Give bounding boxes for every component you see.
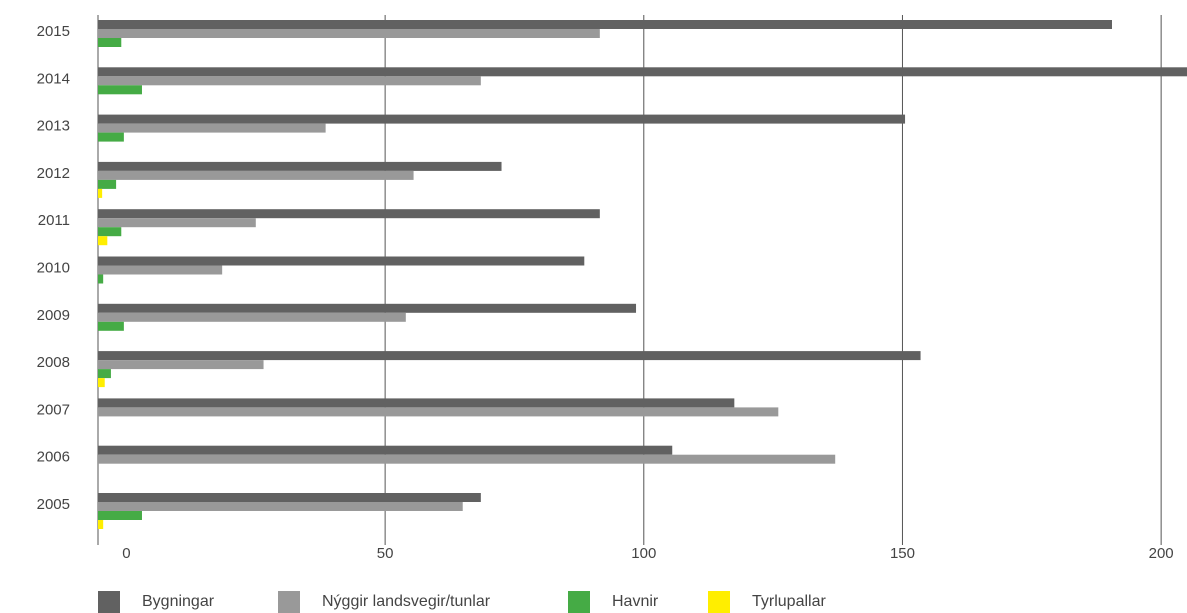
chart: 2015 2014 2013 2012 2011 2010 2009 2008 2007 2006…	[37, 15, 1187, 562]
x-tick-label: 50	[377, 545, 394, 562]
legend-item: Nýggir landsvegir/tunlar	[278, 590, 490, 613]
x-axis-tick-labels: 0 50 100 150 200	[122, 545, 1173, 562]
y-tick-label: 2008	[37, 354, 70, 371]
y-tick-label: 2010	[37, 260, 70, 277]
bar-n-ggir-landsvegir-tunlar-2012	[98, 170, 414, 180]
x-tick-label: 0	[122, 545, 130, 562]
y-tick-label: 2014	[37, 70, 70, 87]
bar-havnir-2005	[98, 511, 142, 520]
legend-label: Tyrlupallar	[752, 593, 826, 610]
bar-havnir-2015	[98, 38, 122, 47]
legend-label: Bygningar	[142, 593, 215, 610]
legend-swatch	[568, 590, 590, 613]
bar-n-ggir-landsvegir-tunlar-2015	[98, 29, 600, 38]
y-tick-label: 2007	[37, 401, 70, 418]
bar-n-ggir-landsvegir-tunlar-2008	[98, 360, 264, 370]
bar-havnir-2008	[98, 369, 111, 379]
legend-swatch	[708, 590, 730, 613]
y-tick-label: 2011	[38, 212, 70, 229]
bars	[98, 20, 1187, 529]
bar-bygningar-2011	[98, 209, 600, 219]
x-tick-label: 200	[1149, 545, 1174, 562]
bar-tyrlupallar-2012	[98, 188, 103, 198]
bar-n-ggir-landsvegir-tunlar-2011	[98, 218, 256, 228]
legend-label: Nýggir landsvegir/tunlar	[322, 593, 491, 610]
legend: Bygningar Nýggir landsvegir/tunlar Havnir T…	[0, 590, 1187, 613]
bar-n-ggir-landsvegir-tunlar-2010	[98, 265, 223, 275]
legend-swatch	[278, 590, 300, 613]
bar-havnir-2009	[98, 321, 124, 331]
bar-havnir-2010	[98, 274, 104, 284]
bar-n-ggir-landsvegir-tunlar-2007	[98, 407, 779, 417]
bar-n-ggir-landsvegir-tunlar-2009	[98, 312, 406, 322]
bar-bygningar-2013	[98, 114, 906, 124]
bar-n-ggir-landsvegir-tunlar-2006	[98, 454, 836, 464]
y-tick-label: 2005	[37, 496, 70, 513]
bar-bygningar-2015	[98, 20, 1112, 29]
bar-bygningar-2007	[98, 398, 735, 408]
bar-bygningar-2005	[98, 493, 481, 502]
legend-label: Havnir	[612, 593, 659, 610]
bar-bygningar-2009	[98, 303, 637, 313]
x-tick-label: 150	[890, 545, 915, 562]
y-tick-label: 2013	[37, 118, 70, 135]
bar-tyrlupallar-2005	[98, 520, 104, 529]
x-tick-label: 100	[631, 545, 656, 562]
bar-n-ggir-landsvegir-tunlar-2013	[98, 123, 326, 133]
bar-bygningar-2014	[98, 67, 1187, 77]
y-tick-label: 2006	[37, 449, 70, 466]
bar-tyrlupallar-2011	[98, 236, 108, 246]
bar-n-ggir-landsvegir-tunlar-2014	[98, 76, 481, 86]
bar-n-ggir-landsvegir-tunlar-2005	[98, 502, 463, 511]
gridlines	[97, 15, 1162, 545]
y-tick-label: 2009	[37, 307, 70, 324]
y-tick-label: 2015	[37, 23, 70, 40]
bar-havnir-2014	[98, 85, 142, 95]
bar-bygningar-2010	[98, 256, 585, 266]
bar-havnir-2013	[98, 132, 124, 142]
legend-item: Tyrlupallar	[708, 590, 826, 613]
bar-bygningar-2008	[98, 351, 921, 361]
legend-item: Havnir	[568, 590, 658, 613]
bar-bygningar-2006	[98, 445, 673, 455]
bar-havnir-2011	[98, 227, 122, 237]
y-tick-label: 2012	[37, 165, 70, 182]
bar-bygningar-2012	[98, 161, 502, 171]
legend-swatch	[98, 590, 120, 613]
bar-havnir-2012	[98, 179, 117, 189]
legend-item: Bygningar	[98, 590, 214, 613]
bar-tyrlupallar-2008	[98, 378, 105, 388]
y-axis-tick-labels: 2015 2014 2013 2012 2011 2010 2009 2008 2007 2006…	[37, 23, 70, 513]
